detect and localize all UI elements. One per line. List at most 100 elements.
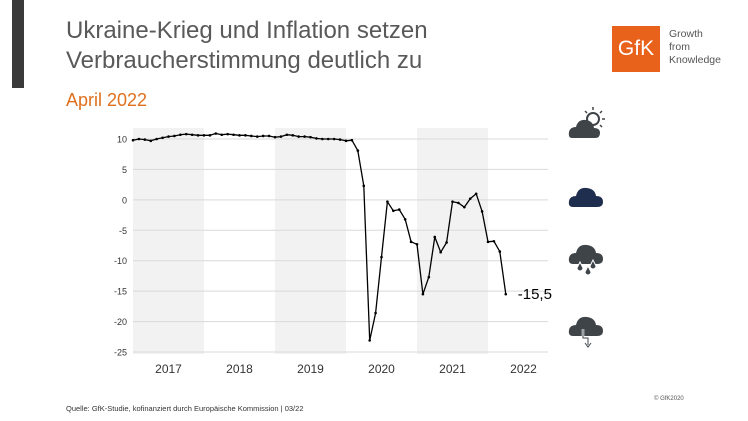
data-point — [155, 137, 158, 141]
data-point — [190, 133, 194, 137]
x-tick-label: 2021 — [439, 362, 466, 376]
data-point — [451, 200, 454, 203]
data-point — [421, 292, 425, 296]
y-tick-label: 10 — [117, 135, 127, 145]
data-point — [208, 134, 212, 137]
data-point — [415, 242, 419, 246]
data-point — [220, 133, 224, 137]
data-point — [480, 210, 484, 213]
copyright: © GfK2020 — [654, 396, 684, 402]
data-point — [492, 239, 496, 243]
data-point — [309, 135, 312, 139]
slide-title: Ukraine-Krieg und Inflation setzen Verbr… — [66, 16, 428, 76]
data-point — [303, 135, 306, 138]
data-point — [397, 208, 401, 211]
y-tick-label: 5 — [122, 165, 127, 175]
data-point — [474, 192, 478, 196]
data-point — [463, 205, 466, 209]
data-point — [137, 137, 141, 141]
data-point — [149, 139, 153, 143]
data-point — [486, 240, 490, 244]
data-point — [161, 136, 164, 140]
data-point — [238, 134, 241, 137]
data-point — [439, 250, 442, 254]
title-line-2: Verbraucherstimmung deutlich zu — [66, 47, 423, 74]
cloud-icon — [568, 187, 603, 207]
tagline-2: from — [669, 41, 690, 53]
x-tick-label: 2017 — [155, 362, 182, 376]
data-point — [297, 135, 300, 138]
data-point — [433, 235, 437, 239]
series-line — [132, 132, 507, 342]
title-line-1: Ukraine-Krieg und Inflation setzen — [66, 17, 428, 44]
data-point — [255, 135, 259, 138]
x-tick-label: 2020 — [368, 362, 395, 376]
data-point — [504, 292, 508, 296]
data-point — [350, 138, 354, 142]
subtitle: April 2022 — [66, 90, 148, 110]
data-point — [261, 134, 265, 138]
data-point — [315, 137, 318, 140]
data-point — [167, 135, 170, 138]
data-point — [232, 133, 235, 137]
tagline-1: Growth — [669, 28, 703, 40]
data-point — [362, 184, 366, 188]
data-point — [173, 134, 176, 138]
data-point — [244, 134, 247, 137]
data-point — [356, 149, 360, 152]
data-point — [368, 339, 371, 342]
data-point — [409, 240, 413, 244]
last-value-label: -15,5 — [518, 286, 552, 303]
x-tick-label: 2019 — [297, 362, 324, 376]
data-point — [374, 311, 377, 315]
data-point — [267, 134, 271, 138]
year-band — [133, 128, 204, 354]
data-point — [291, 134, 295, 137]
gfk-logo: GfK — [612, 26, 660, 72]
data-point — [457, 201, 460, 205]
year-band — [275, 128, 346, 354]
data-point — [338, 138, 342, 141]
y-tick-label: -15 — [114, 287, 127, 297]
x-tick-label: 2018 — [226, 362, 253, 376]
data-point — [143, 138, 147, 141]
y-tick-label: -20 — [114, 317, 127, 327]
data-point — [131, 138, 135, 142]
y-tick-label: -10 — [114, 256, 127, 266]
data-point — [427, 275, 431, 279]
source-note: Quelle: GfK-Studie, kofinanziert durch E… — [66, 404, 304, 413]
rain-cloud-icon — [568, 244, 603, 276]
lightning-cloud-icon — [568, 316, 603, 350]
data-point — [214, 132, 218, 135]
y-tick-label: -5 — [119, 226, 127, 236]
sun-cloud-icon — [568, 107, 605, 138]
data-point — [273, 135, 277, 139]
y-tick-label: -25 — [114, 348, 127, 358]
data-point — [202, 134, 206, 137]
data-point — [403, 218, 407, 221]
data-point — [445, 241, 448, 244]
data-point — [498, 250, 502, 253]
data-point — [468, 197, 472, 200]
data-point — [196, 134, 200, 137]
logo-tagline: Growth from Knowledge — [669, 28, 721, 67]
data-point — [386, 200, 389, 203]
data-point — [285, 133, 289, 137]
data-point — [184, 132, 188, 136]
year-band — [417, 128, 488, 354]
data-point — [332, 137, 336, 141]
data-point — [380, 255, 383, 259]
data-point — [226, 132, 229, 136]
data-point — [179, 133, 182, 137]
tagline-3: Knowledge — [669, 54, 721, 66]
data-point — [344, 139, 348, 143]
accent-bar — [12, 0, 24, 88]
data-point — [392, 209, 395, 213]
data-point — [321, 137, 324, 141]
y-tick-label: 0 — [122, 195, 127, 205]
x-tick-label: 2022 — [510, 362, 537, 376]
data-point — [250, 134, 253, 138]
data-point — [279, 135, 283, 138]
